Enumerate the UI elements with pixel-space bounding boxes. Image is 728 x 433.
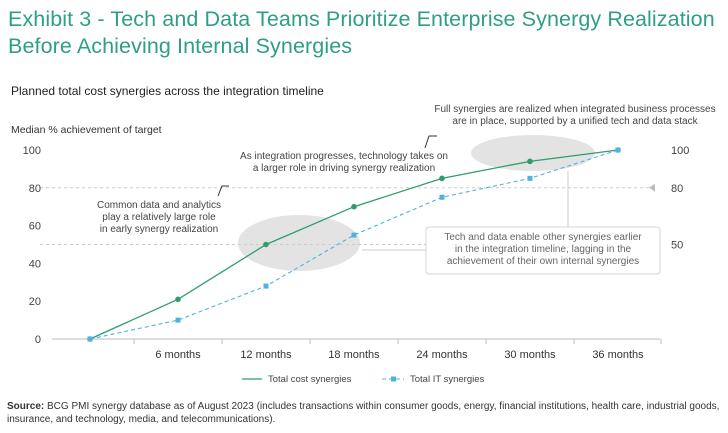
exhibit-title-line-2: Before Achieving Internal Synergies (8, 34, 353, 58)
annotation-early-line: Common data and analytics (97, 200, 221, 211)
data-point-total-cost (175, 296, 181, 303)
x-tick-label: 12 months (240, 349, 292, 361)
y-tick-label: 60 (29, 221, 41, 233)
legend-label-total-cost: Total cost synergies (268, 374, 352, 385)
y-tick-label: 0 (35, 334, 41, 346)
y-tick-label: 20 (29, 296, 41, 308)
y-tick-label: 100 (23, 145, 41, 157)
data-point-total-it (263, 283, 269, 289)
y-axis-label: Median % achievement of target (11, 124, 162, 136)
data-point-total-it (615, 147, 621, 153)
legend-marker-total-it (391, 376, 396, 382)
annotation-lag-line: Tech and data enable other synergies ear… (444, 232, 642, 243)
data-point-total-it (87, 336, 93, 342)
exhibit-title: Exhibit 3 - Tech and Data Teams Prioriti… (8, 6, 723, 60)
data-point-total-it (439, 194, 445, 200)
annotation-lag-line: achievement of their own internal synerg… (447, 256, 639, 267)
data-point-total-cost (351, 203, 357, 210)
chart-subtitle: Planned total cost synergies across the … (11, 84, 324, 98)
data-point-total-cost (439, 175, 445, 182)
annotation-progress-line: As integration progresses, technology ta… (240, 151, 448, 162)
x-tick-label: 36 months (592, 349, 644, 361)
x-tick-label: 24 months (416, 349, 468, 361)
annotation-early-line: in early synergy realization (100, 224, 218, 235)
data-point-total-cost (263, 241, 269, 248)
exhibit-title-line-1: Exhibit 3 - Tech and Data Teams Prioriti… (8, 7, 715, 31)
annotation-full-line: Full synergies are realized when integra… (434, 104, 715, 115)
right-axis-label: 80 (671, 183, 683, 195)
right-axis-label: 50 (671, 240, 683, 252)
x-tick-label: 18 months (328, 349, 380, 361)
x-tick-label: 30 months (504, 349, 556, 361)
highlight-ellipse-full (471, 135, 595, 171)
legend-label-total-it: Total IT synergies (410, 374, 485, 385)
highlight-ellipse-early (238, 215, 360, 271)
y-tick-label: 40 (29, 258, 41, 270)
source-label: Source: (7, 401, 45, 412)
annotation-early-line: play a relatively large role (102, 212, 216, 223)
right-axis-arrow (649, 183, 655, 192)
data-point-total-cost (527, 158, 533, 165)
x-tick-label: 6 months (155, 349, 201, 361)
annotation-pointer (217, 185, 229, 197)
data-point-total-it (527, 175, 533, 181)
source-note: Source: BCG PMI synergy database as of A… (7, 400, 723, 426)
data-point-total-it (351, 232, 357, 238)
annotation-pointer (424, 135, 437, 149)
y-tick-label: 80 (29, 183, 41, 195)
right-axis-label: 100 (671, 145, 689, 157)
annotation-full-line: are in place, supported by a unified tec… (452, 116, 698, 127)
annotation-lag-line: in the integration timeline, lagging in … (455, 244, 632, 255)
data-point-total-it (175, 317, 181, 323)
annotation-progress-line: a larger role in driving synergy realiza… (253, 163, 435, 174)
source-text: BCG PMI synergy database as of August 20… (7, 401, 720, 425)
synergy-chart: 0 20 40 60 80 100 6 months 12 months 18 months 24… (11, 84, 716, 385)
